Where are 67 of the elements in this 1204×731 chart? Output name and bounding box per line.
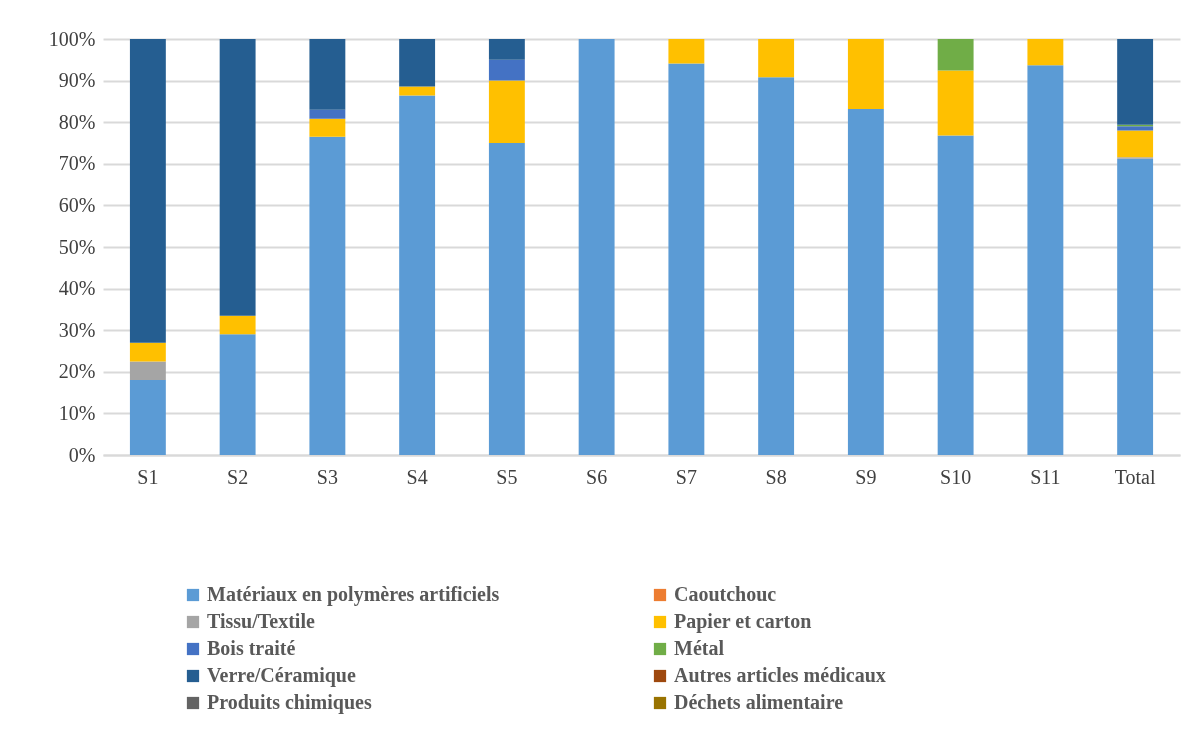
x-tick-label: S1 — [137, 465, 159, 488]
bar — [937, 70, 974, 136]
bar — [937, 135, 974, 455]
legend-label: Bois traité — [207, 637, 296, 659]
bar — [488, 143, 525, 455]
legend-label: Matériaux en polymères artificiels — [207, 583, 500, 606]
bar — [129, 361, 166, 381]
bar — [937, 39, 974, 71]
bar — [1117, 158, 1154, 455]
bar — [847, 108, 884, 455]
y-tick-label: 100% — [48, 27, 96, 50]
bar — [309, 136, 346, 455]
y-tick-label: 0% — [68, 443, 96, 466]
bar — [758, 77, 795, 455]
y-tick-label: 90% — [58, 69, 96, 92]
legend-label: Autres articles médicaux — [674, 664, 886, 686]
legend-label: Verre/Céramique — [207, 664, 356, 687]
x-tick-label: Total — [1114, 465, 1156, 488]
bar — [219, 315, 256, 335]
y-tick-label: 30% — [58, 318, 96, 341]
bar — [1117, 130, 1154, 158]
bar — [129, 342, 166, 362]
bar — [309, 39, 346, 110]
x-tick-label: S4 — [406, 465, 428, 488]
bar — [309, 118, 346, 137]
bar — [1027, 39, 1064, 66]
legend-label: Caoutchouc — [674, 583, 777, 605]
bar — [488, 80, 525, 143]
x-tick-label: S5 — [496, 465, 518, 488]
y-tick-label: 40% — [58, 277, 96, 300]
bar — [488, 39, 525, 60]
y-tick-label: 70% — [58, 152, 96, 175]
y-tick-label: 20% — [58, 360, 96, 383]
bar — [668, 63, 705, 455]
bar — [1117, 39, 1154, 125]
bar — [758, 39, 795, 78]
y-tick-label: 10% — [58, 401, 96, 424]
x-tick-label: S6 — [586, 465, 608, 488]
bar — [399, 39, 436, 87]
bar — [847, 39, 884, 109]
bar — [668, 39, 705, 64]
x-tick-label: S7 — [675, 465, 697, 488]
x-tick-label: S8 — [765, 465, 787, 488]
x-tick-label: S2 — [227, 465, 249, 488]
legend-label: Déchets alimentaire — [674, 691, 844, 713]
bar — [488, 59, 525, 81]
legend-label: Papier et carton — [674, 610, 812, 633]
x-tick-label: S9 — [855, 465, 877, 488]
legend-label: Tissu/Textile — [207, 610, 315, 632]
bar — [219, 39, 256, 316]
y-tick-label: 80% — [58, 110, 96, 133]
y-tick-label: 50% — [58, 235, 96, 258]
legend-label: Produits chimiques — [207, 691, 372, 714]
x-tick-label: S3 — [316, 465, 338, 488]
x-tick-label: S10 — [940, 465, 972, 488]
bar — [129, 380, 166, 455]
bar — [1027, 65, 1064, 455]
bar — [129, 39, 166, 343]
bar — [399, 95, 436, 455]
bar — [1117, 126, 1154, 131]
bar — [309, 109, 346, 119]
bar — [219, 334, 256, 455]
x-tick-label: S11 — [1030, 465, 1061, 488]
bar — [578, 39, 615, 455]
y-tick-label: 60% — [58, 193, 96, 216]
bar — [399, 86, 436, 96]
legend-label: Métal — [674, 637, 725, 659]
